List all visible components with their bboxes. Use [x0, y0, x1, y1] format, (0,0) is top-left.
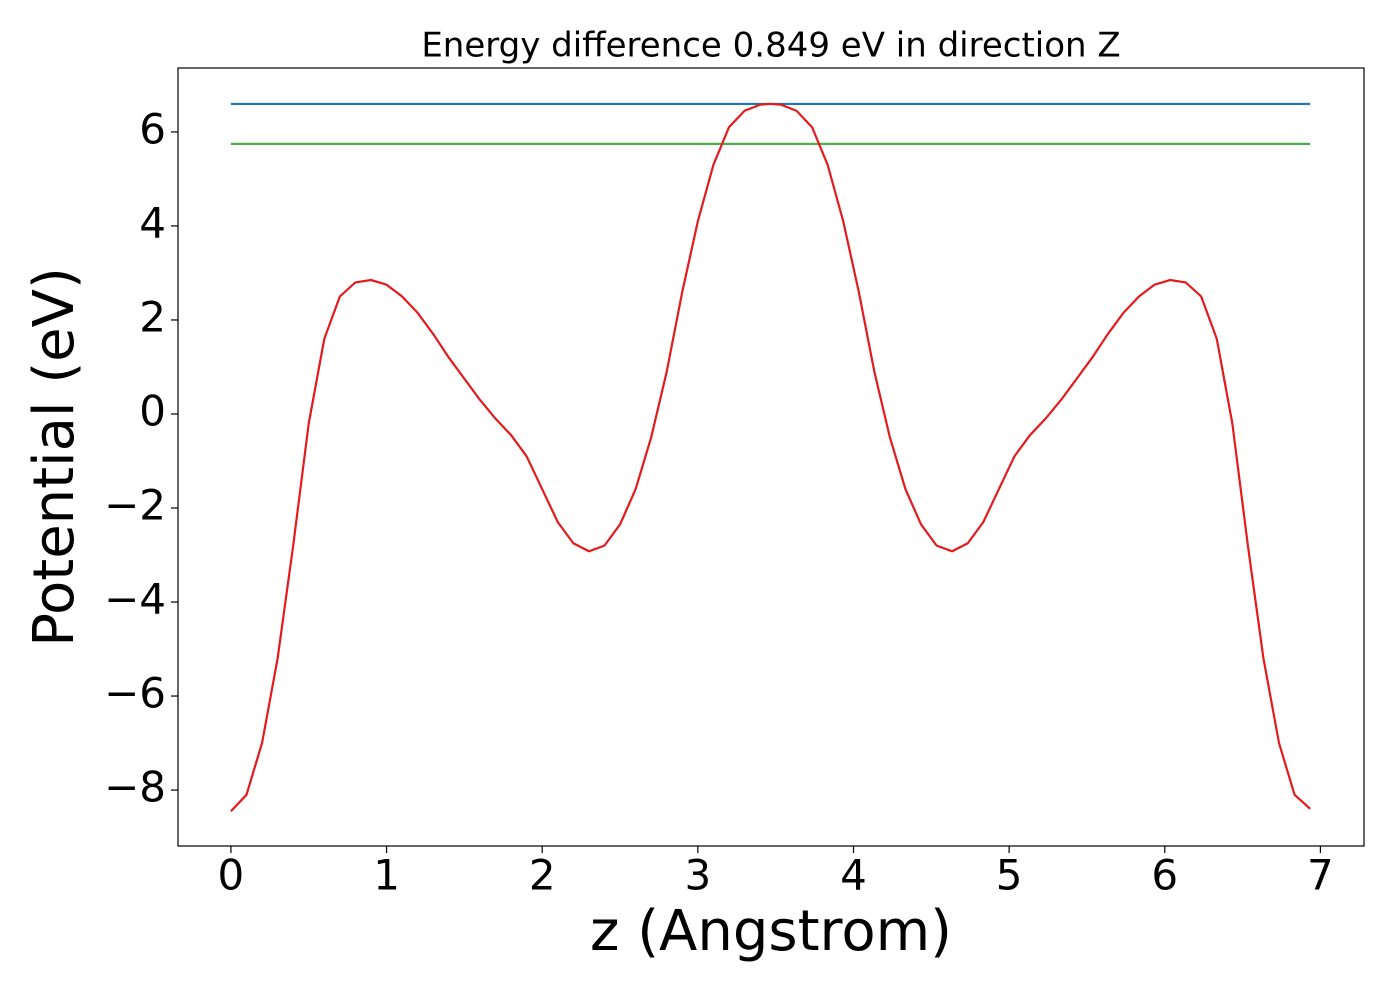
plot-frame: [177, 67, 1365, 847]
y-tick-label: 6: [139, 104, 166, 153]
x-tick-label: 5: [996, 851, 1023, 900]
y-tick-label: 4: [139, 198, 166, 247]
x-tick-label: 1: [373, 851, 400, 900]
x-tick-label: 3: [684, 851, 711, 900]
x-tick-label: 0: [218, 851, 245, 900]
y-tick-label: 0: [139, 386, 166, 435]
y-tick-label: −2: [104, 481, 166, 530]
x-tick-label: 6: [1151, 851, 1178, 900]
y-tick-label: 2: [139, 292, 166, 341]
x-tick-label: 4: [840, 851, 867, 900]
x-tick-label: 7: [1307, 851, 1334, 900]
y-tick-label: −6: [104, 669, 166, 718]
chart-title: Energy difference 0.849 eV in direction …: [421, 26, 1120, 66]
y-tick-label: −8: [104, 763, 166, 812]
line: [230, 102, 1311, 812]
y-tick-label: −4: [104, 575, 166, 624]
x-axis-label: z (Angstrom): [590, 899, 952, 964]
x-tick-label: 2: [529, 851, 556, 900]
y-axis-label: Potential (eV): [22, 267, 87, 647]
